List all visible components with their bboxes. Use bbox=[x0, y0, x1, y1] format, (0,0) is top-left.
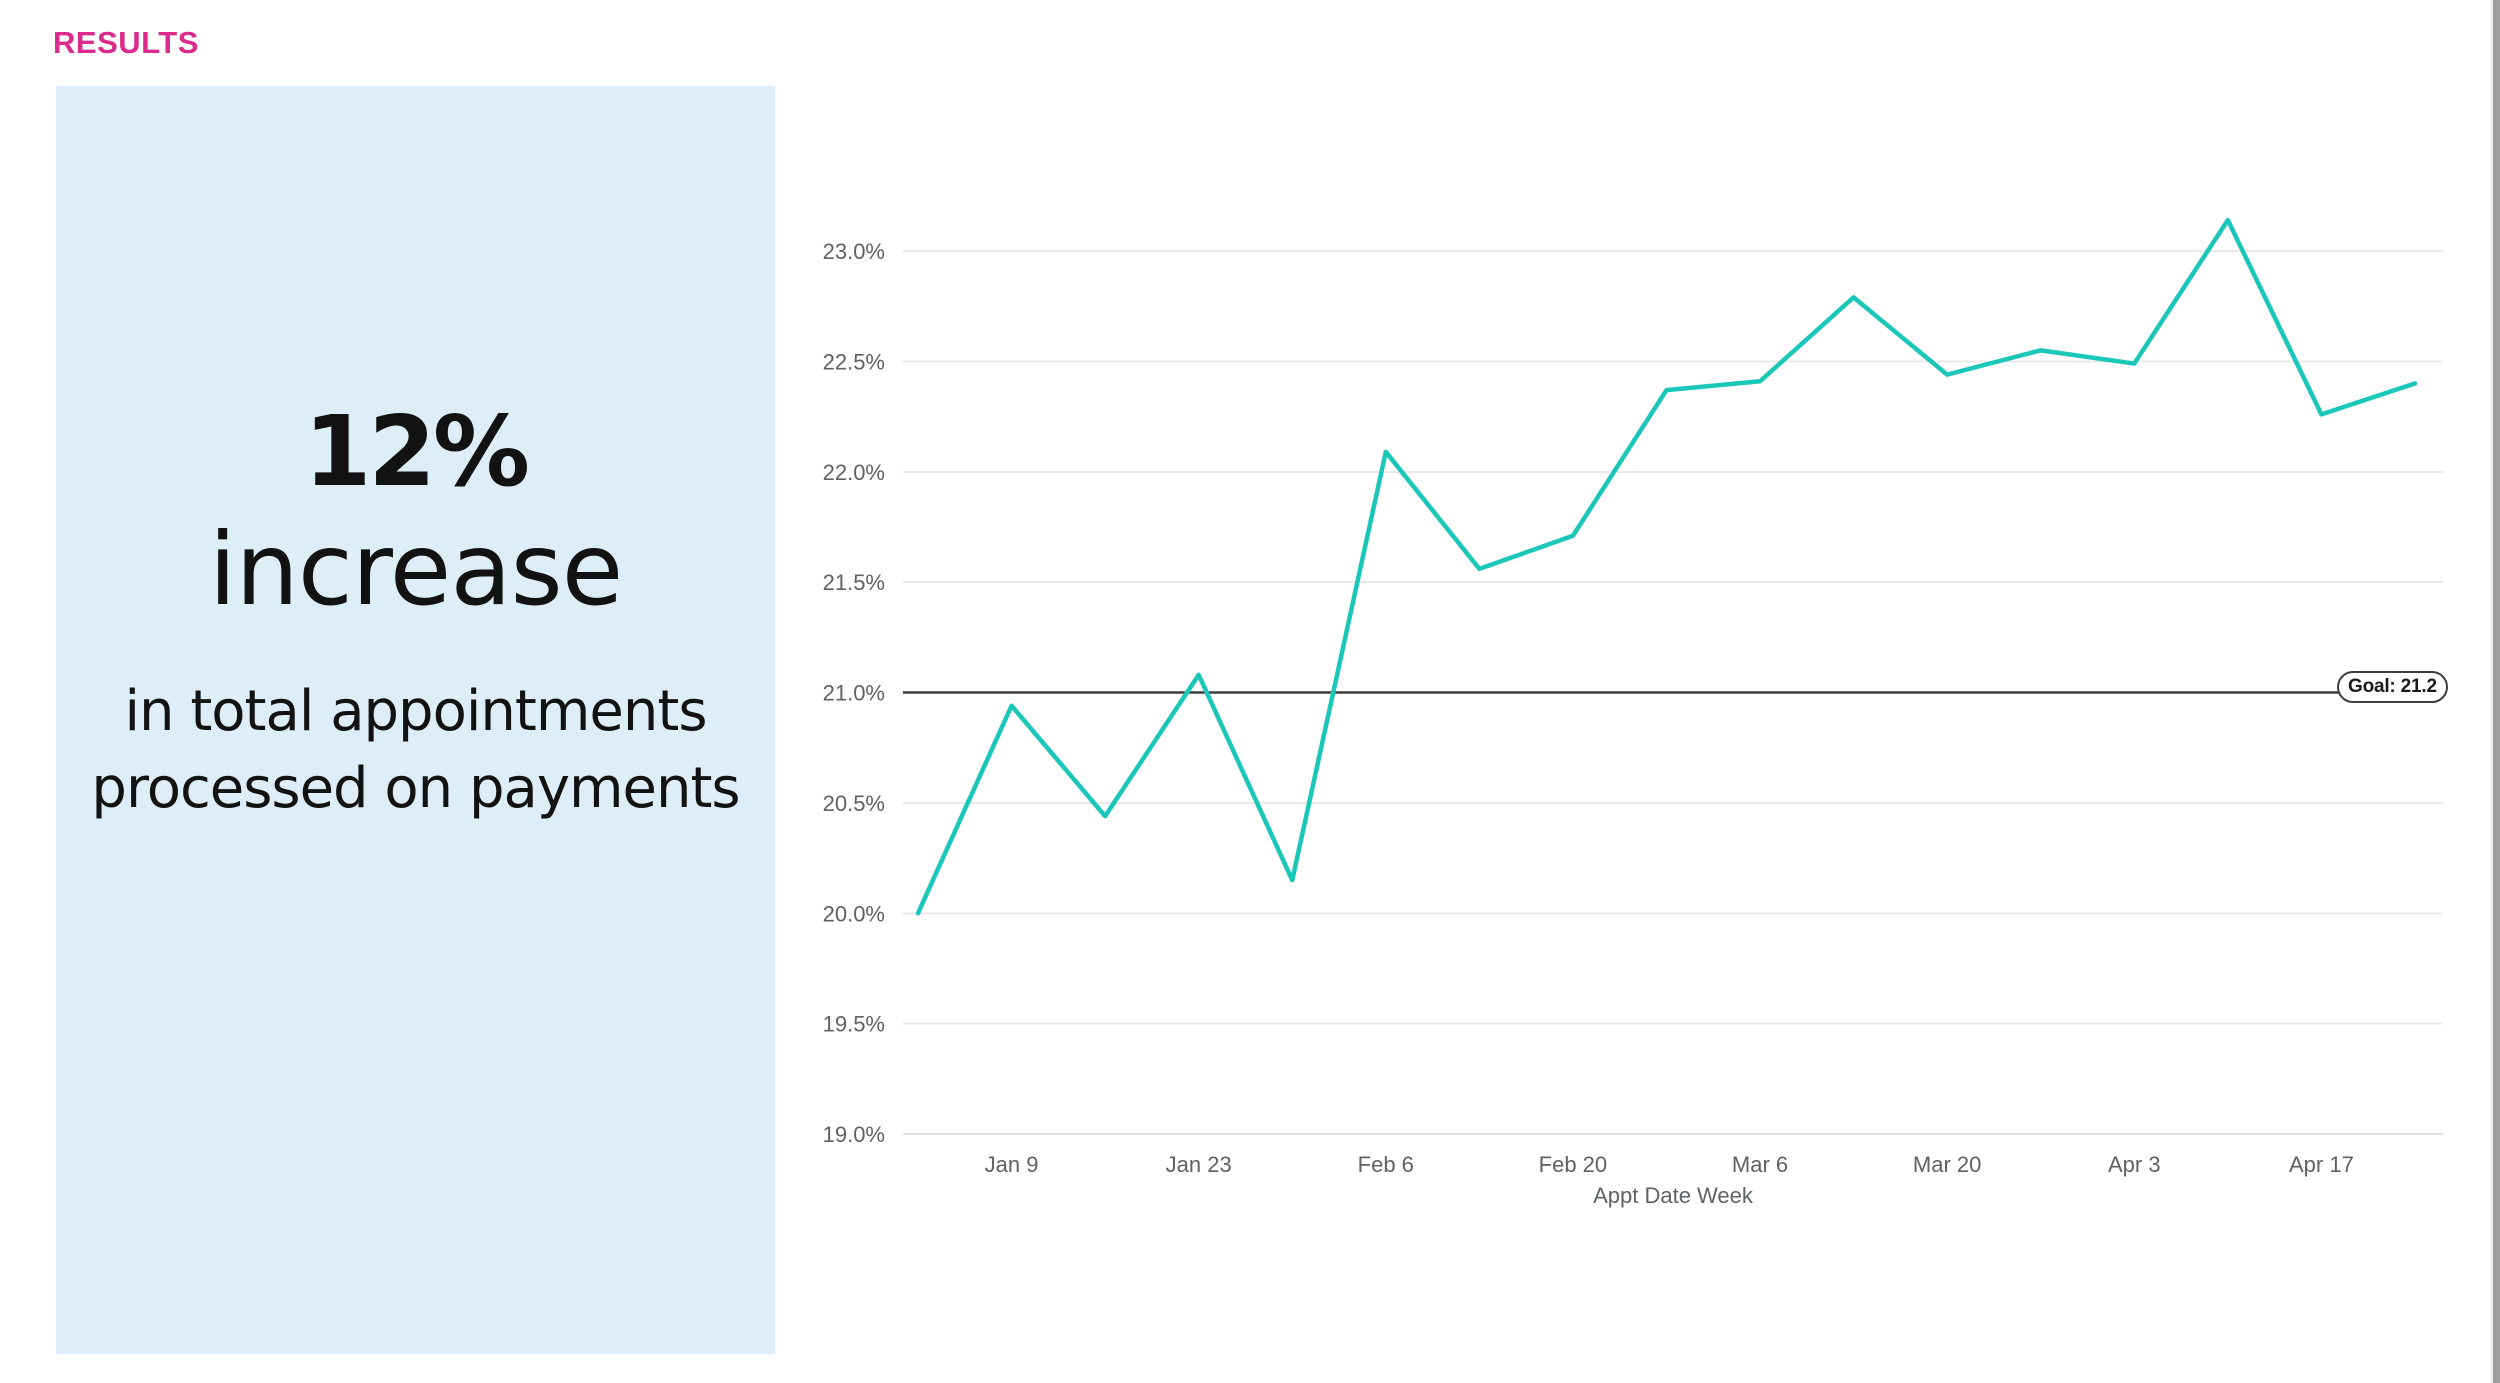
x-axis-tick-label: Jan 9 bbox=[985, 1152, 1039, 1177]
x-axis-tick-label: Mar 20 bbox=[1913, 1152, 1981, 1177]
y-axis-tick-label: 19.0% bbox=[823, 1122, 885, 1147]
y-axis-tick-label: 19.5% bbox=[823, 1012, 885, 1037]
x-axis-title: Appt Date Week bbox=[1593, 1183, 1754, 1208]
y-axis-tick-label: 20.0% bbox=[823, 901, 885, 926]
y-axis-tick-label: 20.5% bbox=[823, 791, 885, 816]
x-axis-tick-label: Apr 17 bbox=[2289, 1152, 2354, 1177]
y-axis-tick-label: 21.0% bbox=[823, 681, 885, 706]
x-axis-tick-label: Feb 6 bbox=[1358, 1152, 1414, 1177]
headline-word: increase bbox=[208, 511, 623, 628]
trend-line bbox=[915, 217, 2418, 916]
window-right-border bbox=[2491, 0, 2500, 1383]
description-line-1: in total appointments bbox=[124, 679, 707, 744]
y-axis-tick-label: 22.0% bbox=[823, 460, 885, 485]
x-axis-tick-label: Feb 20 bbox=[1539, 1152, 1608, 1177]
page-title: RESULTS bbox=[53, 25, 199, 60]
description-line-2: processed on payments bbox=[91, 756, 740, 821]
x-axis-tick-label: Mar 6 bbox=[1732, 1152, 1788, 1177]
y-axis-tick-label: 23.0% bbox=[823, 239, 885, 264]
goal-annotation: Goal: 21.2 bbox=[2337, 671, 2448, 703]
headline-value: 12% bbox=[303, 395, 530, 508]
y-axis-tick-label: 21.5% bbox=[823, 570, 885, 595]
x-axis-tick-label: Jan 23 bbox=[1166, 1152, 1232, 1177]
y-axis-tick-label: 22.5% bbox=[823, 349, 885, 374]
highlight-card: 12% increase in total appointments proces… bbox=[56, 86, 775, 1354]
headline-description: in total appointments processed on paymen… bbox=[56, 673, 775, 827]
x-axis-tick-label: Apr 3 bbox=[2108, 1152, 2161, 1177]
